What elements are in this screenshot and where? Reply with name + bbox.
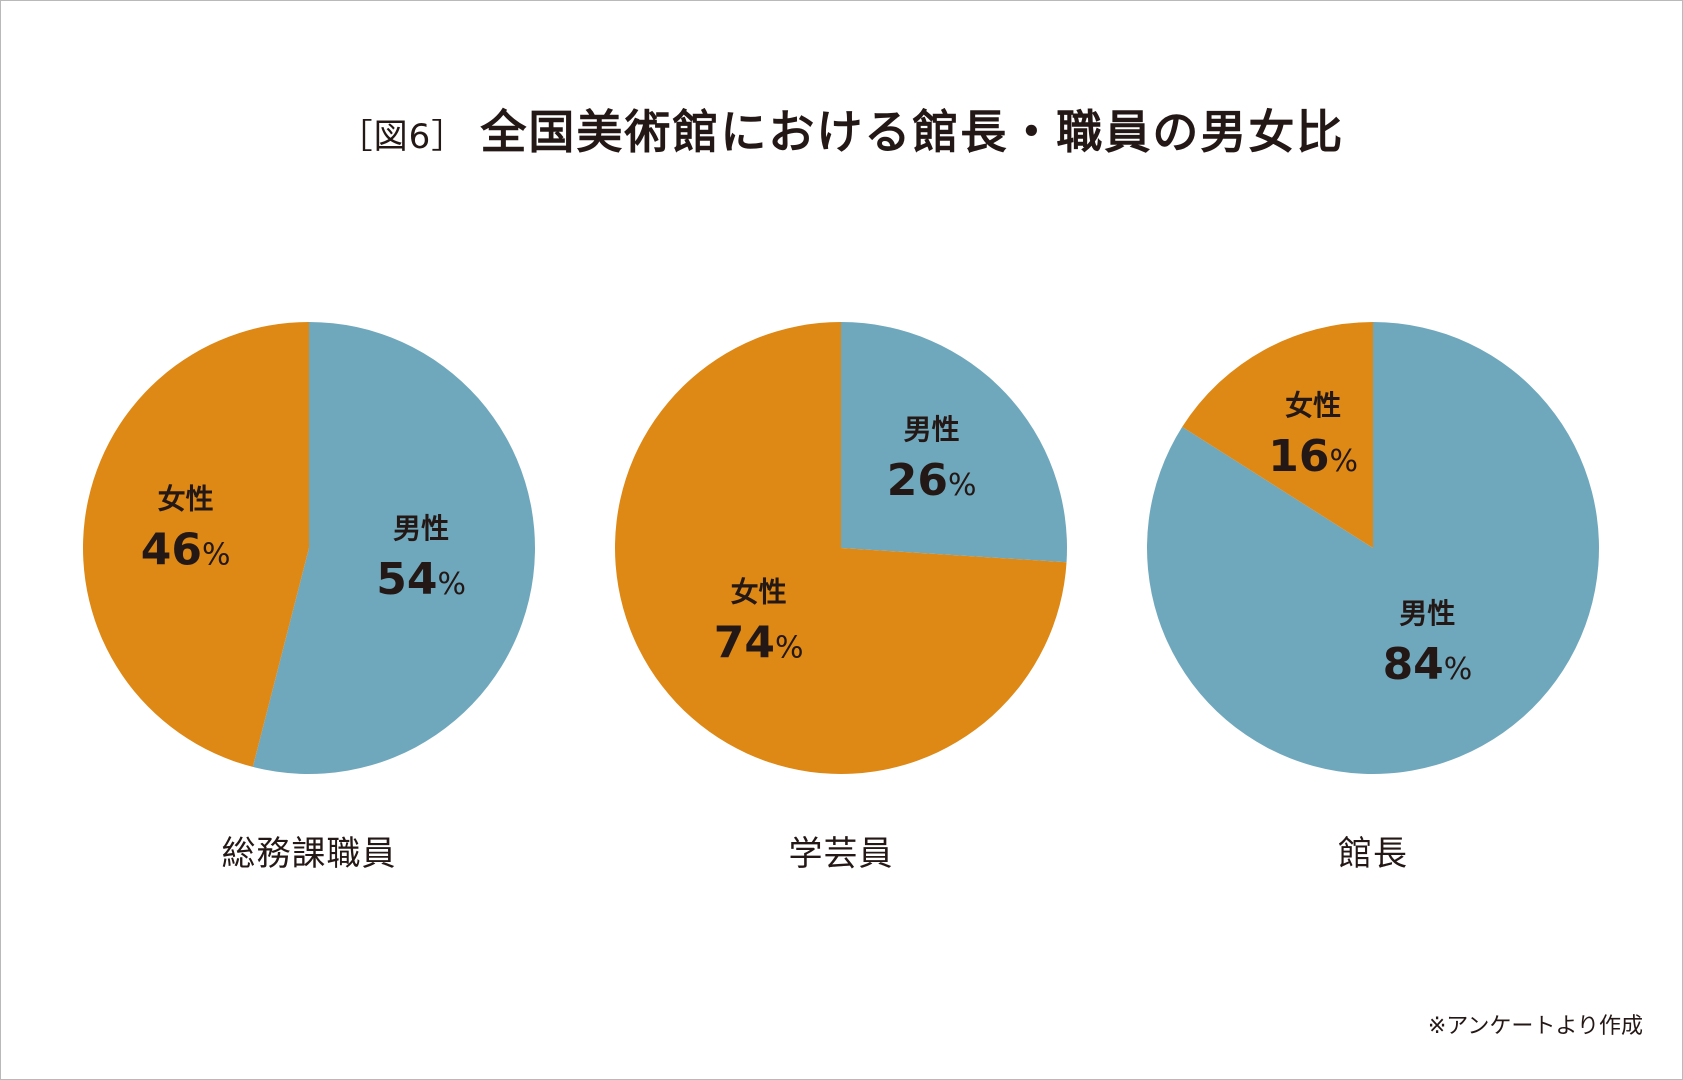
pie-caption-curators: 学芸員: [788, 834, 894, 874]
slice-unit: %: [437, 567, 466, 602]
pie-caption-general-staff: 総務課職員: [221, 834, 397, 874]
slice-name: 女性: [731, 575, 787, 608]
slice-name: 男性: [1399, 597, 1455, 630]
chart-title: ［図6］ 全国美術館における館長・職員の男女比: [0, 96, 1683, 162]
slice-unit: %: [948, 468, 977, 503]
slice-name: 男性: [904, 413, 960, 446]
pie-slice-curators-female: [615, 322, 1067, 774]
slice-name: 女性: [158, 482, 214, 515]
slice-label-general-staff-male: 男性 54%: [376, 512, 466, 605]
pie-slice-curators-male: [841, 322, 1067, 563]
slice-unit: %: [1329, 444, 1358, 479]
slice-value: 46%: [141, 524, 231, 575]
source-note: ※アンケートより作成: [1427, 1014, 1643, 1039]
figure-tag: ［図6］: [338, 117, 467, 157]
pie-caption-directors: 館長: [1338, 834, 1408, 874]
pie-slice-general-staff-male: [252, 322, 536, 774]
figure-title: 全国美術館における館長・職員の男女比: [480, 105, 1345, 159]
slice-value: 74%: [714, 617, 804, 668]
slice-value: 54%: [376, 554, 466, 605]
slice-unit: %: [1444, 652, 1473, 687]
slice-label-curators-female: 女性 74%: [714, 575, 804, 668]
slice-unit: %: [775, 630, 804, 665]
slice-name: 女性: [1285, 389, 1341, 422]
slice-name: 男性: [393, 512, 449, 545]
slice-unit: %: [202, 537, 231, 572]
slice-label-general-staff-female: 女性 46%: [141, 482, 231, 575]
pie-slice-directors-female: [1182, 322, 1373, 548]
pie-slice-general-staff-female: [83, 322, 309, 767]
